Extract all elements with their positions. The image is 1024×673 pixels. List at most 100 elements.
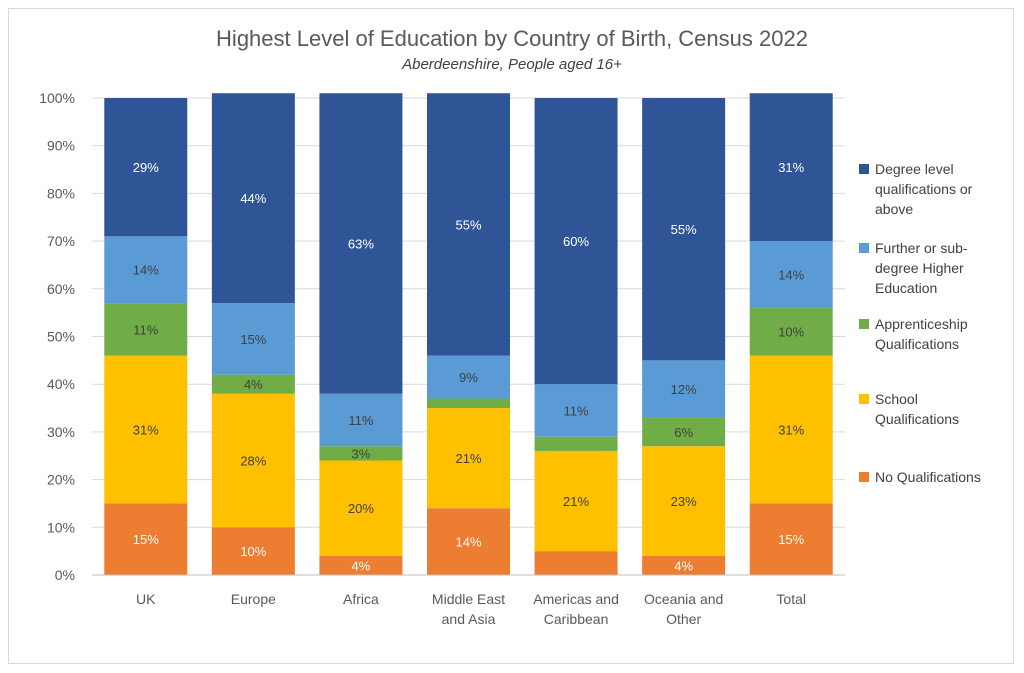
bar-segment	[104, 503, 188, 575]
data-label: 14%	[455, 535, 481, 550]
legend-label: above	[875, 201, 913, 217]
data-label: 11%	[133, 322, 158, 337]
data-label: 4%	[244, 377, 263, 392]
legend-label: degree Higher	[875, 260, 964, 276]
bars	[104, 93, 833, 575]
y-tick-label: 90%	[47, 138, 75, 154]
legend-label: qualifications or	[875, 181, 973, 197]
bar-segment	[642, 360, 726, 418]
bar-segment	[211, 374, 295, 394]
data-label: 15%	[778, 532, 804, 547]
bar-segment	[642, 98, 726, 361]
x-category-label: Total	[776, 591, 806, 607]
data-label: 63%	[348, 236, 374, 251]
y-axis: 0% 10% 20% 30% 40% 50% 60% 70% 80% 90% 100%	[39, 90, 75, 583]
bar-segment	[319, 460, 403, 556]
legend-label: Qualifications	[875, 336, 959, 352]
x-category-label: Africa	[343, 591, 379, 607]
data-label: 31%	[778, 423, 804, 438]
legend-label: Apprenticeship	[875, 316, 968, 332]
legend-item: Apprenticeship Qualifications	[859, 316, 968, 352]
data-label: 15%	[240, 332, 266, 347]
legend-label: Degree level	[875, 161, 954, 177]
legend-swatch	[859, 394, 869, 404]
data-label: 14%	[133, 263, 159, 278]
bar-segment	[211, 303, 295, 375]
bar-segment	[427, 398, 510, 409]
legend-item: No Qualifications	[859, 469, 981, 485]
bar-segment	[104, 355, 188, 504]
bar-segment	[749, 241, 833, 308]
data-label: 11%	[564, 403, 589, 418]
bar-segment	[534, 384, 618, 437]
legend-label: Qualifications	[875, 411, 959, 427]
x-category-label: Americas and	[533, 591, 619, 607]
y-tick-label: 60%	[47, 281, 75, 297]
data-label: 4%	[674, 558, 693, 573]
legend-item: School Qualifications	[859, 391, 959, 427]
y-tick-label: 20%	[47, 472, 75, 488]
y-tick-label: 10%	[47, 519, 75, 535]
data-label: 55%	[455, 217, 481, 232]
bar-segment	[749, 307, 833, 356]
y-tick-label: 100%	[39, 90, 75, 106]
legend: Degree level qualifications or above Furthe…	[859, 161, 981, 485]
bar-segment	[427, 408, 510, 509]
x-category-label: Other	[666, 611, 701, 627]
bar-segment	[534, 551, 618, 575]
data-label: 28%	[240, 454, 266, 469]
data-label: 31%	[133, 423, 159, 438]
bar-segment	[319, 93, 403, 394]
bar-segment	[104, 303, 188, 356]
bar-segment	[319, 446, 403, 461]
data-label: 29%	[133, 160, 159, 175]
x-category-label: Europe	[231, 591, 276, 607]
legend-item: Further or sub-degree Higher Education	[859, 240, 968, 296]
data-label: 12%	[671, 382, 697, 397]
bar-segment	[534, 450, 618, 552]
bar-segment	[642, 417, 726, 447]
legend-label: No Qualifications	[875, 469, 981, 485]
data-label: 14%	[778, 267, 804, 282]
y-tick-label: 50%	[47, 329, 75, 345]
legend-label: School	[875, 391, 918, 407]
bar-segment	[749, 355, 833, 504]
bar-segment	[211, 393, 295, 528]
data-label: 23%	[671, 494, 697, 509]
legend-item: Degree level qualifications or above	[859, 161, 973, 217]
legend-swatch	[859, 319, 869, 329]
bar-segment	[211, 527, 295, 575]
x-category-label: UK	[136, 591, 156, 607]
bar-segment	[534, 436, 618, 451]
data-label: 31%	[778, 160, 804, 175]
data-label: 44%	[240, 191, 266, 206]
data-label: 60%	[563, 234, 589, 249]
data-label: 6%	[674, 425, 693, 440]
x-category-label: Oceania and	[644, 591, 723, 607]
bar-segment	[211, 93, 295, 304]
data-label: 10%	[240, 544, 266, 559]
chart-title: Highest Level of Education by Country of…	[216, 26, 808, 51]
bar-segment	[427, 93, 510, 356]
data-label: 55%	[671, 222, 697, 237]
bar-segment	[749, 503, 833, 575]
legend-label: Further or sub-	[875, 240, 968, 256]
data-label: 11%	[348, 413, 373, 428]
bar-segment	[319, 555, 403, 575]
x-axis: UK Europe Africa Middle East and Asia America…	[92, 574, 845, 627]
bar-segment	[749, 93, 833, 242]
bar-segment	[319, 393, 403, 447]
legend-label: Education	[875, 280, 937, 296]
data-label: 20%	[348, 501, 374, 516]
data-label: 4%	[352, 558, 371, 573]
y-tick-label: 70%	[47, 233, 75, 249]
bar-segment	[104, 236, 188, 304]
x-category-label: Middle East	[432, 591, 505, 607]
data-label: 10%	[778, 325, 804, 340]
data-label: 3%	[352, 446, 371, 461]
data-label: 21%	[563, 494, 589, 509]
bar-segment	[427, 508, 510, 575]
data-label: 9%	[459, 370, 478, 385]
bar-segment	[642, 446, 726, 556]
